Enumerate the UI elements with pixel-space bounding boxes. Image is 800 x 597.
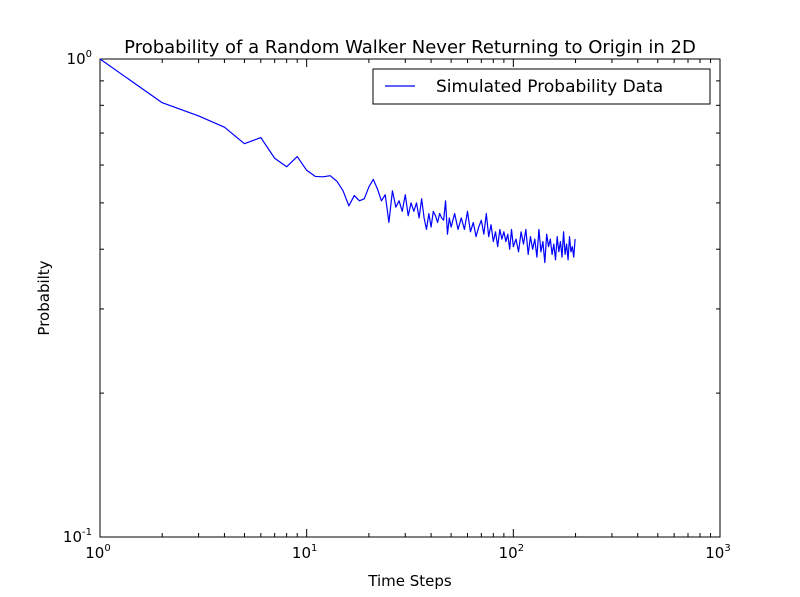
x-tick-label: 103 xyxy=(705,543,730,562)
chart-title: Probability of a Random Walker Never Ret… xyxy=(124,37,696,58)
x-tick-label: 102 xyxy=(499,543,524,562)
series-layer xyxy=(99,58,576,264)
x-tick-label: 101 xyxy=(292,543,317,562)
x-axis-label: Time Steps xyxy=(367,572,452,590)
y-axis-label: Probabilty xyxy=(35,260,53,335)
legend-box xyxy=(372,68,711,105)
y-tick-label: 100 xyxy=(67,49,92,68)
legend-label: Simulated Probability Data xyxy=(436,77,663,97)
y-tick-label: 10-1 xyxy=(63,527,92,546)
series-line xyxy=(99,58,576,264)
plot-area xyxy=(99,58,721,538)
x-tick-label: 100 xyxy=(85,543,110,562)
legend: Simulated Probability Data xyxy=(372,68,711,105)
